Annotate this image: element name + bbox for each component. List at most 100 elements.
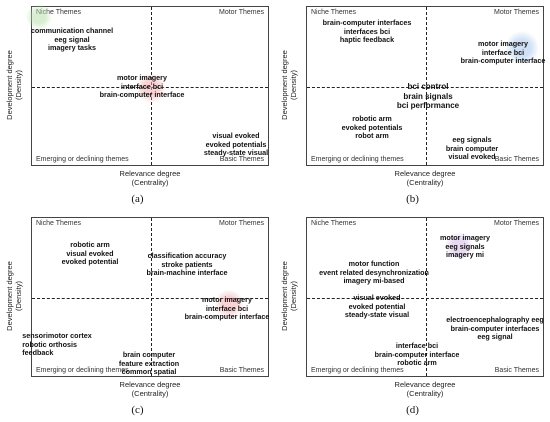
x-axis-label: Relevance degree (Centrality)	[306, 380, 544, 398]
x-axis-label: Relevance degree (Centrality)	[306, 169, 544, 187]
cluster-label: electroencephalography eeg brain-compute…	[446, 315, 544, 342]
cluster-term: imagery mi-based	[343, 276, 405, 286]
quadrant-label-motor: Motor Themes	[219, 220, 264, 227]
cluster-label: communication channel eeg signal imagery…	[30, 26, 114, 53]
cluster-label: interface bci brain-computer interface r…	[374, 341, 460, 368]
cluster-term: bci control	[407, 82, 449, 91]
cluster-term: eeg signals	[445, 241, 485, 251]
cluster-term: brain-computer interface	[184, 312, 270, 322]
cluster-term: visual evoked	[212, 131, 260, 140]
cluster-label: brain-computer interfaces interfaces bci…	[322, 18, 412, 45]
cluster-bubble	[445, 232, 473, 260]
cluster-term: haptic feedback	[339, 35, 395, 45]
cluster-term: interface bci	[481, 47, 525, 57]
cluster-term: communication channel	[30, 26, 114, 35]
cluster-term: visual evoked	[66, 248, 114, 258]
quadrant-label-basic: Basic Themes	[219, 367, 264, 374]
horizontal-divider	[307, 87, 543, 88]
cluster-bubble	[26, 4, 52, 30]
quadrant-label-niche: Niche Themes	[36, 220, 82, 227]
cluster-term: robot arm	[355, 131, 389, 141]
cluster-term: brain computer	[445, 143, 499, 153]
cluster-term: sensorimotor cortex	[22, 331, 92, 340]
cluster-term: motor imagery	[202, 295, 252, 304]
panel-label: (c)	[131, 404, 144, 416]
quadrant-label-motor: Motor Themes	[494, 9, 539, 16]
cluster-term: brain-computer interface	[460, 56, 546, 66]
panel-c: Niche Themes Motor Themes Emerging or de…	[0, 211, 275, 422]
cluster-term: robotic arm	[70, 240, 110, 249]
y-axis-subtitle: (Density)	[289, 281, 298, 312]
cluster-term: motor imagery	[117, 73, 167, 82]
cluster-term: brain-computer interface	[99, 90, 185, 100]
y-axis-title: Development degree	[280, 261, 289, 331]
cluster-label: motor imagery interface bci brain-comput…	[184, 295, 270, 322]
vertical-divider	[426, 218, 427, 376]
cluster-label: visual evoked evoked potential steady-st…	[344, 293, 410, 320]
x-axis-title: Relevance degree	[119, 380, 181, 389]
cluster-term: visual evoked	[448, 152, 496, 162]
cluster-bubble	[505, 31, 539, 65]
cluster-label: robotic arm evoked potentials robot arm	[342, 114, 403, 141]
strategic-diagram: Niche Themes Motor Themes Emerging or de…	[26, 4, 269, 166]
y-axis-subtitle: (Density)	[14, 70, 23, 101]
cluster-term: steady-state visual	[344, 310, 410, 320]
y-axis-subtitle: (Density)	[14, 281, 23, 312]
cluster-label: eeg signals brain computer visual evoked	[445, 135, 499, 162]
quadrant-label-motor: Motor Themes	[494, 220, 539, 227]
y-axis-label: Development degree (Density)	[277, 30, 301, 140]
cluster-term: eeg signals	[452, 135, 492, 144]
cluster-term: evoked potential	[61, 257, 119, 267]
cluster-label: visual evoked evoked potentials steady-s…	[203, 131, 269, 158]
quadrant-label-basic: Basic Themes	[494, 156, 539, 163]
x-axis-subtitle: (Centrality)	[131, 389, 169, 398]
panel-b: Niche Themes Motor Themes Emerging or de…	[275, 0, 550, 211]
cluster-label: brain computer feature extraction common…	[118, 350, 180, 377]
cluster-label: motor function event related desynchroni…	[319, 259, 429, 286]
cluster-label: robotic arm visual evoked evoked potenti…	[61, 240, 119, 267]
cluster-term: feature extraction	[118, 358, 180, 368]
cluster-term: eeg signal	[477, 332, 513, 342]
cluster-term: imagery mi	[446, 250, 484, 260]
quadrant-label-emerging: Emerging or declining themes	[36, 156, 129, 163]
cluster-label: sensorimotor cortex robotic orthosis fee…	[22, 331, 92, 358]
quadrant-label-basic: Basic Themes	[219, 156, 264, 163]
cluster-term: motor imagery	[478, 39, 528, 48]
cluster-term: classification accuracy	[147, 251, 227, 260]
cluster-term: brain-machine interface	[146, 268, 228, 278]
cluster-term: steady-state visual	[203, 148, 269, 158]
y-axis-title: Development degree	[5, 261, 14, 331]
quadrant-label-emerging: Emerging or declining themes	[36, 367, 129, 374]
quadrant-label-motor: Motor Themes	[219, 9, 264, 16]
x-axis-label: Relevance degree (Centrality)	[31, 380, 269, 398]
cluster-label: motor imagery interface bci brain-comput…	[99, 73, 185, 100]
panel-d: Niche Themes Motor Themes Emerging or de…	[275, 211, 550, 422]
x-axis-subtitle: (Centrality)	[131, 178, 169, 187]
cluster-term: interface bci	[395, 341, 439, 350]
x-axis-title: Relevance degree	[119, 169, 181, 178]
cluster-term: bci performance	[396, 101, 460, 110]
horizontal-divider	[307, 298, 543, 299]
cluster-term: stroke patients	[161, 259, 213, 269]
cluster-term: feedback	[22, 348, 54, 358]
cluster-term: event related desynchronization	[319, 267, 429, 277]
cluster-term: eeg signal	[54, 34, 90, 44]
cluster-term: brain-computer interface	[374, 349, 460, 359]
cluster-term: evoked potential	[348, 301, 406, 311]
cluster-label: motor imagery eeg signals imagery mi	[440, 233, 490, 260]
cluster-term: brain-computer interfaces	[322, 18, 412, 27]
cluster-term: brain signals	[403, 91, 453, 101]
cluster-term: electroencephalography eeg	[446, 315, 544, 324]
cluster-term: motor function	[348, 259, 400, 268]
quadrant-label-niche: Niche Themes	[36, 9, 82, 16]
cluster-term: evoked potentials	[205, 139, 267, 149]
cluster-bubble	[136, 73, 166, 103]
cluster-term: visual evoked	[353, 293, 401, 302]
panel-label: (d)	[406, 404, 419, 416]
x-axis-subtitle: (Centrality)	[406, 389, 444, 398]
cluster-term: interfaces bci	[343, 26, 391, 36]
y-axis-label: Development degree (Density)	[2, 241, 26, 351]
y-axis-title: Development degree	[5, 50, 14, 120]
cluster-term: common spatial	[121, 367, 177, 377]
panel-label: (a)	[131, 193, 144, 205]
